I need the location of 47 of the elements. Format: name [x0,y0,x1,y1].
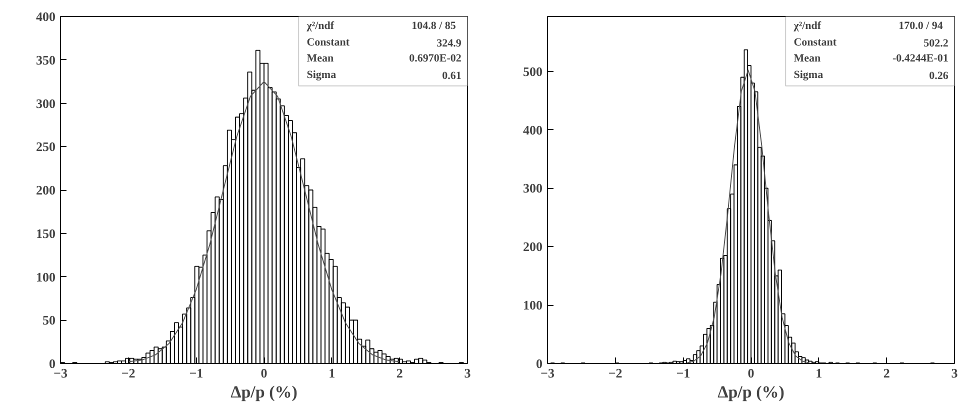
x-tick-label: 1 [328,366,336,380]
annotation: 0.6970E-02 [409,52,462,65]
y-tick-label: 50 [42,312,56,328]
annotation: Mean [794,52,821,65]
x-tick-label: −2 [121,366,136,380]
annotation: 0.61 [442,70,462,82]
y-tick-label: 100 [523,298,542,313]
annotation: χ²/ndf [792,20,822,32]
x-tick-label: −1 [189,366,204,380]
y-tick-label: 300 [36,96,56,111]
y-tick-label: 400 [36,9,56,24]
annotation: 502.2 [924,37,949,50]
x-tick-label: 2 [396,366,403,380]
y-tick-label: 400 [523,122,542,138]
annotation: Constant [794,36,837,48]
x-tick-label: −1 [676,366,690,380]
x-tick-label: −2 [608,366,622,380]
y-tick-label: 250 [36,139,56,154]
y-tick-label: 200 [523,239,542,254]
x-tick-label: −3 [54,366,68,380]
y-tick-label: 0 [536,356,542,371]
x-tick-label: 0 [748,366,754,380]
x-tick-label: 3 [951,366,958,380]
x-tick-label: 3 [464,366,472,380]
annotation: χ²/ndf [306,20,334,32]
y-tick-label: 200 [36,182,56,198]
x-tick-label: 1 [816,366,822,380]
y-tick-label: 300 [523,180,542,196]
annotation: Sigma [794,68,824,81]
annotation: -0.4244E-01 [892,52,948,65]
annotation: 104.8 / 85 [412,20,456,32]
annotation: Constant [306,36,350,48]
y-tick-label: 350 [36,52,56,68]
annotation: 324.9 [436,37,462,50]
y-tick-label: 0 [49,356,56,371]
y-tick-label: 150 [36,226,56,241]
annotation: Mean [306,52,334,65]
x-tick-label: 2 [883,366,890,380]
annotation: 170.0 / 94 [898,20,944,32]
y-tick-label: 500 [523,64,542,79]
x-axis-title: Δp/p (%) [718,382,784,402]
annotation: Sigma [306,68,337,81]
annotation: 0.26 [929,70,949,82]
x-axis-title: Δp/p (%) [230,382,298,402]
y-tick-label: 100 [36,269,56,284]
x-tick-label: 0 [260,366,268,380]
x-tick-label: −3 [540,366,555,380]
